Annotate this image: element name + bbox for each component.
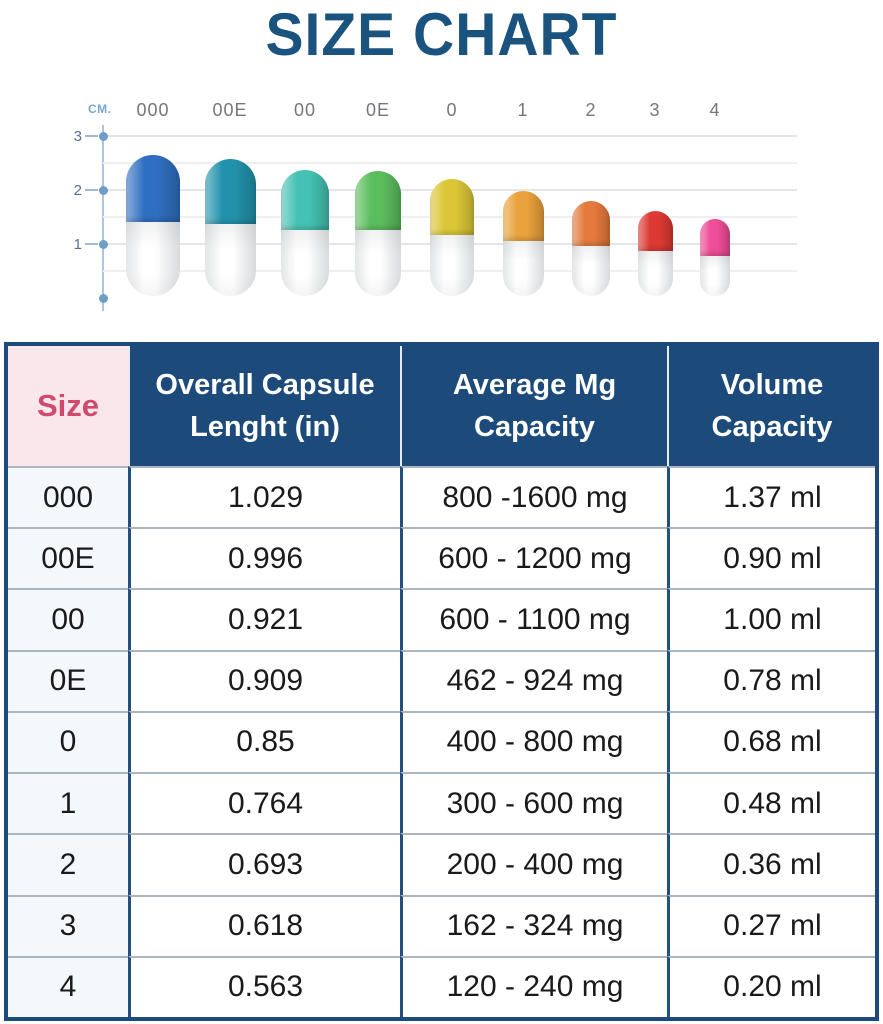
page-title: SIZE CHART — [265, 1, 618, 69]
capsule-size-label: 1 — [517, 100, 529, 120]
table-cell: 0.921 — [128, 588, 400, 650]
axis-dot — [99, 294, 108, 303]
capsule-cap — [572, 201, 610, 247]
table-cell: 0.618 — [128, 894, 400, 956]
table-cell: 1.029 — [128, 466, 400, 528]
capsule-cap — [430, 179, 474, 235]
table-cell: 1 — [8, 772, 128, 834]
table-cell: 0.85 — [128, 710, 400, 773]
table-cell: 600 - 1100 mg — [400, 588, 667, 650]
gridline — [103, 135, 797, 137]
table-cell: 0.48 ml — [667, 772, 875, 834]
table-header-cell: Overall Capsule Lenght (in) — [128, 346, 400, 466]
capsule — [355, 171, 401, 296]
capsule-cap — [502, 191, 544, 241]
table-cell: 120 - 240 mg — [400, 955, 667, 1017]
capsule — [572, 201, 610, 296]
capsule-body — [430, 234, 474, 296]
table-cell: 0.764 — [128, 772, 400, 834]
size-header-cell: Size — [8, 346, 128, 466]
table-cell: 0.90 ml — [667, 527, 875, 589]
capsule-body — [700, 255, 730, 296]
y-tick-label: 2 — [73, 182, 82, 199]
table-cell: 0.27 ml — [667, 894, 875, 956]
axis-dot — [99, 240, 108, 249]
y-tick-label: 3 — [73, 128, 82, 145]
table-cell: 0.909 — [128, 649, 400, 711]
capsule-body — [502, 240, 544, 296]
table-cell: 1.37 ml — [667, 466, 875, 528]
capsule-size-label: 00E — [212, 100, 248, 120]
table-cell: 3 — [8, 894, 128, 956]
capsule-cap — [126, 155, 180, 222]
table-header-cell: Average Mg Capacity — [400, 346, 667, 466]
axis-dot — [99, 186, 108, 195]
capsule-size-label: 0E — [365, 100, 391, 120]
capsule-cap — [355, 171, 401, 231]
capsule-cap — [700, 219, 730, 256]
table-cell: 0.693 — [128, 833, 400, 895]
y-tick-dash — [85, 189, 98, 191]
table-cell: 462 - 924 mg — [400, 649, 667, 711]
capsule — [126, 155, 180, 296]
y-axis-line — [102, 125, 104, 311]
capsule — [204, 159, 256, 296]
table-cell: 4 — [8, 955, 128, 1017]
table-cell: 0.563 — [128, 955, 400, 1017]
capsule-body — [126, 221, 180, 296]
capsule — [637, 211, 673, 296]
capsule — [281, 170, 329, 296]
capsule-body — [281, 229, 329, 296]
capsule-body — [204, 224, 256, 296]
table-cell: 0.36 ml — [667, 833, 875, 895]
capsule-size-label: 3 — [649, 100, 661, 120]
table-cell: 162 - 324 mg — [400, 894, 667, 956]
table-cell: 2 — [8, 833, 128, 895]
capsule-cap — [637, 211, 673, 252]
capsule-cap — [204, 159, 256, 225]
table-cell: 200 - 400 mg — [400, 833, 667, 895]
axis-dot — [99, 132, 108, 141]
table-cell: 000 — [8, 466, 128, 528]
capsule-size-label: 2 — [585, 100, 597, 120]
size-table: Size Overall Capsule Lenght (in) Average M… — [4, 342, 879, 1021]
gridline — [103, 162, 797, 164]
table-cell: 400 - 800 mg — [400, 710, 667, 773]
y-tick-label: 1 — [73, 236, 82, 253]
table-cell: 00E — [8, 527, 128, 589]
capsule-chart: CM. 3 2 1 000 00E 00 0E 0 1 2 3 4 — [0, 85, 883, 335]
capsule-body — [355, 230, 401, 296]
table-cell: 0.68 ml — [667, 710, 875, 773]
capsule-size-label: 0 — [446, 100, 458, 120]
table-cell: 0 — [8, 710, 128, 773]
table-cell: 00 — [8, 588, 128, 650]
capsule-cap — [281, 170, 329, 230]
table-cell: 0.78 ml — [667, 649, 875, 711]
table-cell: 0.996 — [128, 527, 400, 589]
capsule-size-label: 000 — [136, 100, 170, 120]
capsule-size-label: 4 — [709, 100, 721, 120]
table-cell: 600 - 1200 mg — [400, 527, 667, 589]
capsule — [430, 179, 474, 296]
capsule-body — [637, 251, 673, 296]
cm-axis-label: CM. — [88, 102, 112, 116]
capsule — [700, 219, 730, 296]
table-cell: 300 - 600 mg — [400, 772, 667, 834]
capsule-size-label: 00 — [293, 100, 317, 120]
table-cell: 0E — [8, 649, 128, 711]
table-header-cell: Volume Capacity — [667, 346, 875, 466]
table-cell: 800 -1600 mg — [400, 466, 667, 528]
y-tick-dash — [85, 135, 98, 137]
capsule-body — [572, 246, 610, 296]
capsule — [502, 191, 544, 296]
y-tick-dash — [85, 243, 98, 245]
table-cell: 0.20 ml — [667, 955, 875, 1017]
table-cell: 1.00 ml — [667, 588, 875, 650]
